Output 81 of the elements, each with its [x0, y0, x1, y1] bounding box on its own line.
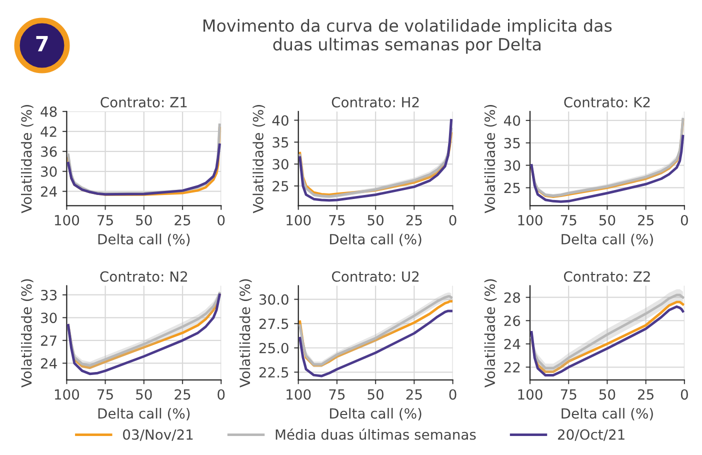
y-tick-label: 36: [41, 146, 57, 157]
y-axis-title: Volatilidade (%): [484, 105, 497, 214]
y-axis-title: Volatilidade (%): [239, 279, 252, 388]
x-tick-label: 0: [449, 214, 456, 226]
x-tick-label: 25: [406, 214, 422, 226]
x-tick-label: 75: [560, 215, 576, 226]
x-tick-label: 25: [406, 389, 422, 400]
chart-title: Contrato: Z1: [100, 97, 187, 108]
x-tick-label: 25: [638, 214, 654, 226]
y-tick-label: 33: [41, 290, 57, 300]
x-tick-label: 100: [54, 214, 80, 226]
x-tick-label: 100: [286, 389, 311, 400]
x-tick-label: 100: [54, 389, 80, 400]
y-tick-label: 42: [40, 126, 56, 137]
x-tick-label: 0: [449, 389, 456, 400]
x-tick-label: 100: [286, 214, 311, 226]
x-tick-label: 50: [599, 214, 616, 226]
y-tick-label: 40: [272, 115, 288, 126]
y-axis-title: Volatilidade (%): [484, 279, 497, 388]
x-tick-label: 75: [98, 389, 113, 400]
x-tick-label: 75: [329, 389, 345, 400]
chart-title: Contrato: Z2: [564, 271, 650, 282]
x-tick-label: 50: [368, 214, 384, 226]
x-tick-label: 25: [174, 214, 190, 226]
y-tick-label: 22.5: [259, 367, 288, 378]
y-tick-label: 30: [41, 312, 57, 324]
x-tick-label: 0: [680, 214, 688, 226]
x-tick-label: 50: [136, 389, 152, 400]
chart-title: Contrato: H2: [332, 97, 419, 108]
y-tick-label: 35: [272, 137, 288, 148]
x-tick-label: 0: [680, 389, 688, 400]
chart-title: Contrato: U2: [332, 271, 419, 282]
line-series: [66, 144, 221, 196]
y-tick-label: 30.0: [259, 294, 288, 305]
legend-label: 20/Oct/21: [558, 429, 624, 441]
x-tick-label: 100: [518, 389, 542, 400]
y-tick-label: 25: [272, 180, 288, 192]
y-tick-label: 26: [504, 316, 520, 326]
x-tick-label: 0: [218, 389, 225, 400]
y-axis-title: Volatilidade (%): [252, 105, 266, 214]
y-tick-label: 24: [41, 358, 57, 368]
x-tick-label: 50: [368, 389, 384, 400]
y-tick-label: 48: [40, 106, 57, 117]
legend-label: 03/Nov/21: [123, 429, 193, 441]
text: Movimento da curva de volatilidade implicita das duas ultimas semanas por Delta: [203, 19, 612, 54]
x-tick-label: 75: [560, 389, 576, 400]
line-series: [298, 310, 452, 378]
y-tick-label: 40: [504, 115, 520, 126]
x-axis-title: Delta call (%): [330, 234, 422, 246]
y-tick-label: 25: [504, 182, 520, 194]
x-tick-label: 75: [329, 215, 345, 226]
y-axis-title: Volatilidade (%): [20, 279, 34, 388]
x-tick-label: 25: [638, 389, 654, 400]
legend-label: Média duas últimas semanas: [276, 428, 476, 440]
x-tick-label: 100: [518, 214, 542, 226]
y-tick-label: 30: [41, 166, 57, 177]
y-tick-label: 24: [504, 338, 520, 350]
y-tick-label: 27: [41, 335, 56, 346]
x-tick-label: 0: [218, 214, 225, 226]
chart-title: Contrato: K2: [564, 97, 650, 108]
y-tick-label: 27.5: [259, 318, 288, 330]
x-axis-title: Delta call (%): [98, 408, 190, 420]
x-tick-label: 50: [599, 389, 616, 400]
x-tick-label: 75: [98, 215, 113, 226]
y-tick-label: 22: [504, 362, 520, 372]
y-tick-label: 30: [504, 160, 520, 171]
y-tick-label: 35: [504, 138, 520, 148]
x-axis-title: Delta call (%): [562, 408, 653, 420]
y-tick-label: 25.0: [259, 342, 288, 354]
x-axis-title: Delta call (%): [562, 234, 653, 246]
y-tick-label: 28: [504, 292, 520, 303]
x-tick-label: 50: [136, 214, 152, 226]
chart-title: Contrato: N2: [100, 271, 187, 282]
y-tick-label: 30: [272, 159, 288, 170]
text: 7: [36, 36, 48, 52]
x-axis-title: Delta call (%): [330, 408, 422, 420]
y-axis-title: Volatilidade (%): [20, 105, 34, 214]
x-tick-label: 25: [174, 389, 190, 400]
x-axis-title: Delta call (%): [98, 234, 190, 246]
line-series: [530, 134, 684, 203]
y-tick-label: 24: [41, 186, 57, 197]
